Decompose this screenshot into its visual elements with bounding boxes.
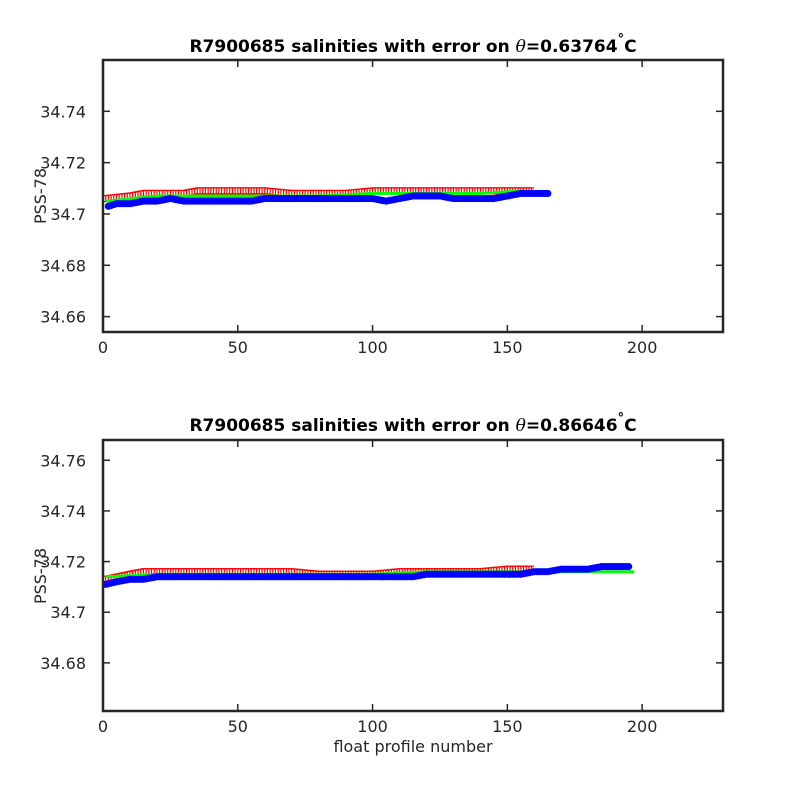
salinity-point xyxy=(625,563,633,571)
salinity-point xyxy=(544,189,552,198)
x-tick-label-top: 200 xyxy=(627,338,658,357)
x-tick-label-top: 0 xyxy=(98,338,108,357)
y-tick-label-bottom: 34.76 xyxy=(40,451,86,470)
plot-frame-bottom xyxy=(101,438,725,713)
x-tick-label-top: 100 xyxy=(357,338,388,357)
x-axis-label-bottom: float profile number xyxy=(333,737,493,756)
y-tick-label-bottom: 34.7 xyxy=(50,603,86,622)
plot-title-top: R7900685 salinities with error on θ=0.63… xyxy=(189,32,636,57)
y-tick-label-top: 34.74 xyxy=(40,102,86,121)
x-tick-label-top: 150 xyxy=(492,338,523,357)
y-axis-label-bottom: PSS-78 xyxy=(31,548,50,604)
plot-top: R7900685 salinities with error on θ=0.63… xyxy=(31,32,725,357)
y-tick-label-top: 34.66 xyxy=(40,308,86,327)
y-tick-label-top: 34.72 xyxy=(40,154,86,173)
y-axis-label-top: PSS-78 xyxy=(31,168,50,224)
data-marks-top xyxy=(103,187,552,210)
plot-title-bottom: R7900685 salinities with error on θ=0.86… xyxy=(189,411,636,436)
y-tick-label-top: 34.68 xyxy=(40,256,86,275)
y-tick-label-top: 34.7 xyxy=(50,205,86,224)
plot-bottom: R7900685 salinities with error on θ=0.86… xyxy=(31,411,725,756)
ticks-top: 0 50 100 150 200 34.66 34.68 34.7 34.72 34.74 xyxy=(40,60,723,357)
x-tick-label-top: 50 xyxy=(228,338,248,357)
data-marks-bottom xyxy=(102,563,635,588)
x-tick-label-bottom: 100 xyxy=(357,717,388,736)
x-tick-label-bottom: 0 xyxy=(98,717,108,736)
y-tick-label-bottom: 34.74 xyxy=(40,502,86,521)
x-tick-label-bottom: 200 xyxy=(627,717,658,736)
y-tick-label-bottom: 34.72 xyxy=(40,553,86,572)
x-tick-label-bottom: 150 xyxy=(492,717,523,736)
y-tick-label-bottom: 34.68 xyxy=(40,654,86,673)
x-tick-label-bottom: 50 xyxy=(228,717,248,736)
mapped-salinity-line xyxy=(105,189,548,203)
ticks-bottom: 0 50 100 150 200 34.68 34.7 34.72 34.74 34.76 xyxy=(40,440,723,736)
plot-frame-top xyxy=(101,58,725,334)
